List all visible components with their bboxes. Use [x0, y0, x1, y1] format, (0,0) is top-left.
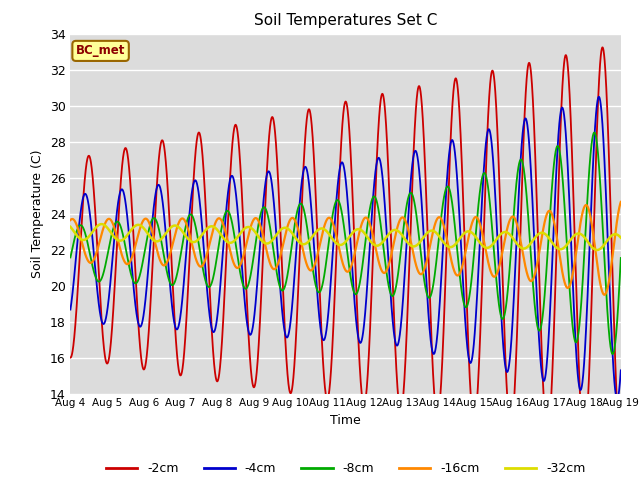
-4cm [613, 396, 621, 402]
-16cm [301, 257, 309, 263]
-32cm [67, 224, 74, 230]
-32cm [593, 247, 601, 253]
X-axis label: Time: Time [330, 414, 361, 427]
-8cm [67, 254, 74, 260]
-16cm [67, 217, 74, 223]
-2cm [129, 227, 137, 233]
-16cm [606, 271, 614, 277]
-32cm [617, 235, 625, 240]
-32cm [607, 234, 614, 240]
-16cm [617, 199, 625, 205]
-32cm [162, 230, 170, 236]
-2cm [598, 45, 606, 50]
-2cm [617, 444, 625, 450]
-8cm [301, 214, 309, 219]
-4cm [606, 299, 614, 304]
-4cm [129, 280, 137, 286]
-2cm [67, 355, 74, 360]
-4cm [547, 294, 554, 300]
-4cm [595, 94, 603, 100]
Line: -32cm: -32cm [70, 224, 621, 250]
Line: -4cm: -4cm [70, 97, 621, 399]
-4cm [278, 300, 285, 306]
-8cm [162, 264, 170, 269]
-8cm [547, 202, 554, 208]
-2cm [278, 252, 285, 258]
-32cm [301, 241, 309, 247]
-16cm [129, 251, 137, 257]
-4cm [301, 164, 309, 169]
-4cm [162, 231, 170, 237]
-4cm [617, 368, 625, 373]
-4cm [67, 307, 74, 312]
-2cm [162, 159, 170, 165]
-32cm [278, 226, 285, 232]
-32cm [547, 238, 555, 244]
Title: Soil Temperatures Set C: Soil Temperatures Set C [254, 13, 437, 28]
Y-axis label: Soil Temperature (C): Soil Temperature (C) [31, 149, 44, 278]
-16cm [600, 292, 608, 298]
Line: -2cm: -2cm [70, 48, 621, 447]
-2cm [547, 404, 554, 409]
-16cm [547, 209, 554, 215]
Line: -16cm: -16cm [70, 202, 621, 295]
-8cm [129, 278, 137, 284]
-8cm [606, 341, 614, 347]
Line: -8cm: -8cm [70, 132, 621, 354]
-32cm [129, 225, 137, 230]
-16cm [162, 262, 170, 267]
-8cm [617, 255, 625, 261]
Legend: -2cm, -4cm, -8cm, -16cm, -32cm: -2cm, -4cm, -8cm, -16cm, -32cm [100, 457, 591, 480]
-16cm [278, 249, 285, 254]
Text: BC_met: BC_met [76, 44, 125, 58]
-8cm [609, 351, 616, 357]
-8cm [278, 287, 285, 293]
-32cm [97, 221, 105, 227]
-2cm [606, 193, 614, 199]
-8cm [591, 130, 598, 135]
-2cm [301, 133, 309, 139]
